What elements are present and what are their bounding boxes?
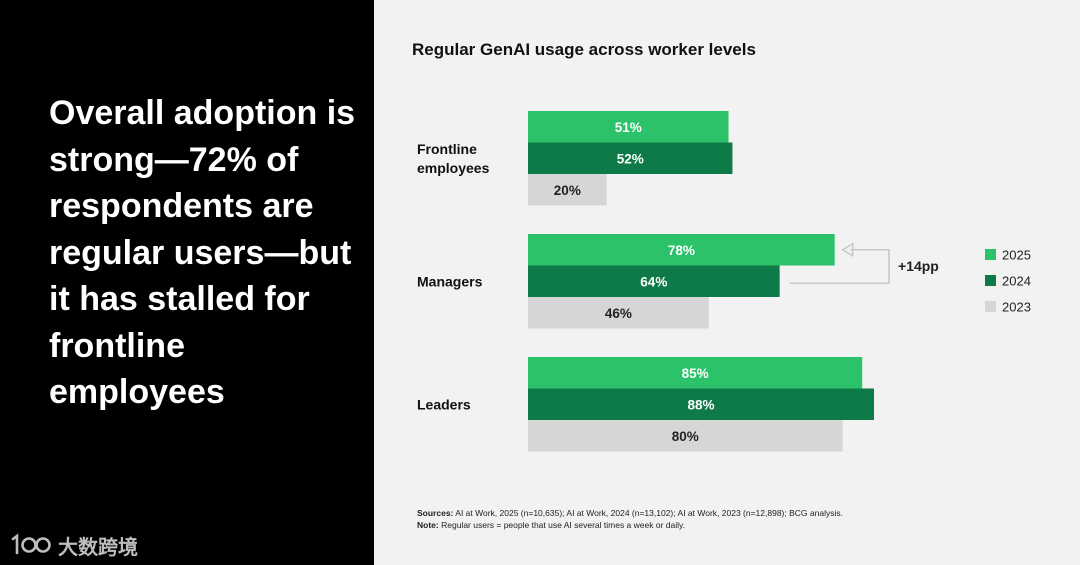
sources-label: Sources:: [417, 508, 454, 518]
sources-note: Sources: AI at Work, 2025 (n=10,635); AI…: [417, 507, 1057, 531]
headline: Overall adoption is strong—72% of respon…: [49, 94, 356, 411]
category-label: employees: [417, 160, 490, 176]
bar-value-label: 46%: [605, 306, 632, 321]
bar-2024: [528, 265, 780, 297]
bar-value-label: 52%: [617, 151, 644, 166]
sources-line: Sources: AI at Work, 2025 (n=10,635); AI…: [417, 507, 1057, 519]
bar-2023: [528, 174, 607, 206]
legend-swatch-2023: [985, 301, 996, 312]
annotation-arrow-icon: [841, 242, 854, 258]
note-label: Note:: [417, 520, 439, 530]
bar-2023: [528, 420, 843, 452]
category-label: Leaders: [417, 396, 471, 412]
watermark-text: 大数跨境: [58, 534, 138, 559]
note-line: Note: Regular users = people that use AI…: [417, 519, 1057, 531]
bar-value-label: 85%: [682, 366, 709, 381]
bar-2024: [528, 388, 874, 420]
bar-2023: [528, 297, 709, 329]
legend-swatch-2024: [985, 275, 996, 286]
category-label: Frontline: [417, 141, 477, 157]
left-panel: Overall adoption is strong—72% of respon…: [0, 0, 374, 565]
sources-text: AI at Work, 2025 (n=10,635); AI at Work,…: [455, 508, 843, 518]
annotation-bracket: [789, 248, 890, 285]
bar-value-label: 20%: [554, 183, 581, 198]
legend-label: 2024: [1002, 274, 1031, 289]
annotation-label: +14pp: [898, 258, 939, 274]
bar-value-label: 51%: [615, 120, 642, 135]
legend-swatch-2025: [985, 249, 996, 260]
category-label: Managers: [417, 273, 483, 289]
bar-value-label: 64%: [640, 274, 667, 289]
legend-label: 2023: [1002, 300, 1031, 315]
legend-label: 2025: [1002, 248, 1031, 263]
bar-2025: [528, 111, 729, 143]
bar-value-label: 78%: [668, 243, 695, 258]
note-text: Regular users = people that use AI sever…: [441, 520, 685, 530]
bar-2025: [528, 357, 863, 389]
bar-value-label: 80%: [672, 429, 699, 444]
100-logo-icon: [11, 533, 51, 555]
bar-2024: [528, 142, 733, 174]
bar-2025: [528, 234, 835, 266]
watermark: 大数跨境: [10, 530, 138, 560]
bar-value-label: 88%: [687, 397, 714, 412]
chart-title: Regular GenAI usage across worker levels: [412, 40, 756, 59]
